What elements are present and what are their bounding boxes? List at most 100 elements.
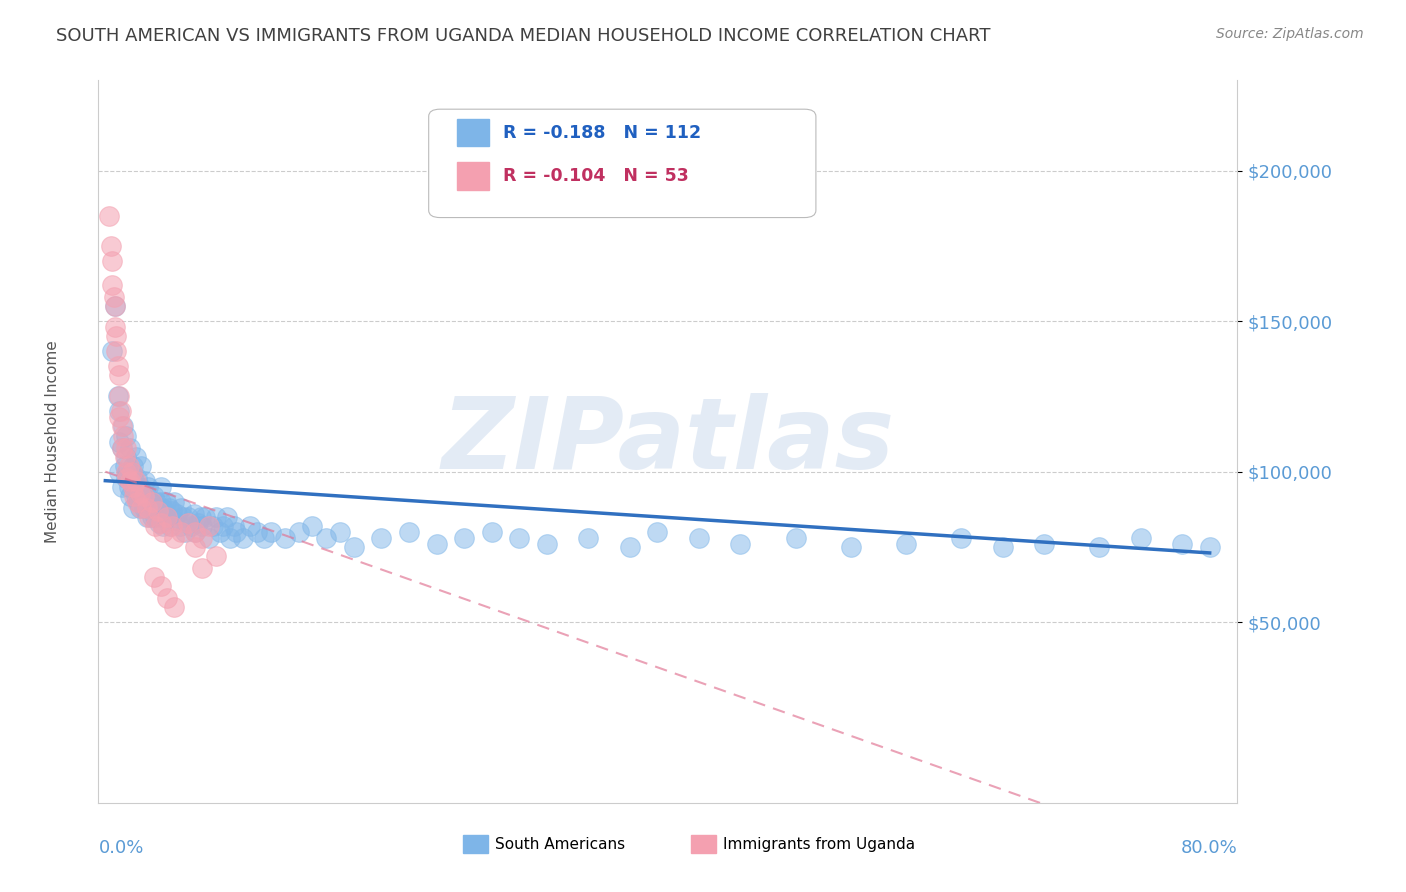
Point bbox=[647, 524, 669, 539]
Point bbox=[187, 516, 209, 530]
Point bbox=[124, 474, 146, 488]
Point bbox=[122, 500, 145, 515]
Point bbox=[160, 518, 183, 533]
Point bbox=[1198, 540, 1220, 554]
Point bbox=[619, 540, 641, 554]
Point bbox=[301, 518, 323, 533]
Text: Source: ZipAtlas.com: Source: ZipAtlas.com bbox=[1216, 27, 1364, 41]
Point bbox=[183, 507, 205, 521]
Point bbox=[149, 579, 172, 593]
Point bbox=[180, 518, 202, 533]
Point bbox=[100, 239, 122, 253]
Point bbox=[138, 500, 160, 515]
Point bbox=[142, 570, 165, 584]
Point bbox=[253, 531, 276, 545]
Point bbox=[103, 290, 125, 304]
Point bbox=[111, 419, 134, 434]
Point bbox=[163, 513, 186, 527]
Point bbox=[108, 404, 131, 418]
Point bbox=[120, 489, 142, 503]
Point bbox=[156, 509, 179, 524]
Point bbox=[127, 494, 149, 508]
Point bbox=[145, 494, 167, 508]
Text: 0.0%: 0.0% bbox=[98, 838, 143, 857]
Point bbox=[163, 531, 186, 545]
Point bbox=[232, 531, 254, 545]
Point bbox=[398, 524, 420, 539]
Point bbox=[122, 458, 145, 473]
Point bbox=[111, 441, 134, 455]
Point bbox=[155, 494, 177, 508]
Point bbox=[115, 450, 138, 464]
Point bbox=[208, 524, 231, 539]
Point bbox=[135, 489, 157, 503]
Point bbox=[125, 489, 148, 503]
Point bbox=[148, 516, 170, 530]
Point bbox=[134, 474, 156, 488]
Point bbox=[730, 537, 752, 551]
Point bbox=[191, 561, 214, 575]
Text: South Americans: South Americans bbox=[495, 838, 624, 852]
Point bbox=[125, 450, 148, 464]
Point bbox=[107, 389, 129, 403]
Point bbox=[115, 428, 138, 442]
Point bbox=[108, 368, 131, 383]
Point bbox=[149, 494, 172, 508]
Point bbox=[177, 509, 200, 524]
Point bbox=[190, 509, 212, 524]
Point bbox=[105, 344, 128, 359]
Point bbox=[950, 531, 973, 545]
Point bbox=[1033, 537, 1056, 551]
Point bbox=[894, 537, 917, 551]
Point bbox=[105, 329, 128, 343]
Point bbox=[128, 500, 150, 515]
Point bbox=[204, 509, 226, 524]
Point bbox=[111, 480, 134, 494]
Point bbox=[111, 441, 134, 455]
Point bbox=[191, 531, 214, 545]
Point bbox=[152, 524, 174, 539]
Point bbox=[222, 518, 245, 533]
Point bbox=[104, 299, 127, 313]
Point bbox=[149, 509, 172, 524]
Point bbox=[1088, 540, 1111, 554]
Point bbox=[839, 540, 862, 554]
Point bbox=[132, 489, 155, 503]
Point bbox=[122, 480, 145, 494]
Point bbox=[112, 428, 135, 442]
Point bbox=[329, 524, 352, 539]
Point bbox=[170, 500, 193, 515]
Text: R = -0.188   N = 112: R = -0.188 N = 112 bbox=[503, 124, 700, 142]
Point bbox=[153, 504, 176, 518]
Point bbox=[128, 480, 150, 494]
Point bbox=[112, 419, 135, 434]
Point bbox=[184, 540, 207, 554]
Point bbox=[107, 359, 129, 374]
FancyBboxPatch shape bbox=[429, 109, 815, 218]
Point bbox=[142, 489, 165, 503]
Point bbox=[149, 480, 172, 494]
Point bbox=[136, 480, 159, 494]
Point bbox=[170, 524, 193, 539]
Point bbox=[163, 494, 186, 508]
Point bbox=[204, 549, 226, 563]
Point bbox=[120, 441, 142, 455]
Point bbox=[114, 450, 136, 464]
Point bbox=[578, 531, 600, 545]
Point bbox=[287, 524, 309, 539]
Point bbox=[1171, 537, 1194, 551]
Point bbox=[104, 320, 127, 334]
Point bbox=[110, 404, 132, 418]
Point bbox=[211, 518, 233, 533]
Point bbox=[370, 531, 392, 545]
Point bbox=[508, 531, 530, 545]
Point bbox=[184, 524, 207, 539]
Point bbox=[198, 531, 221, 545]
Point bbox=[215, 509, 238, 524]
Point bbox=[152, 518, 174, 533]
Point bbox=[315, 531, 337, 545]
Text: ZIPatlas: ZIPatlas bbox=[441, 393, 894, 490]
Point bbox=[274, 531, 297, 545]
Point bbox=[141, 494, 163, 508]
Point bbox=[122, 480, 145, 494]
